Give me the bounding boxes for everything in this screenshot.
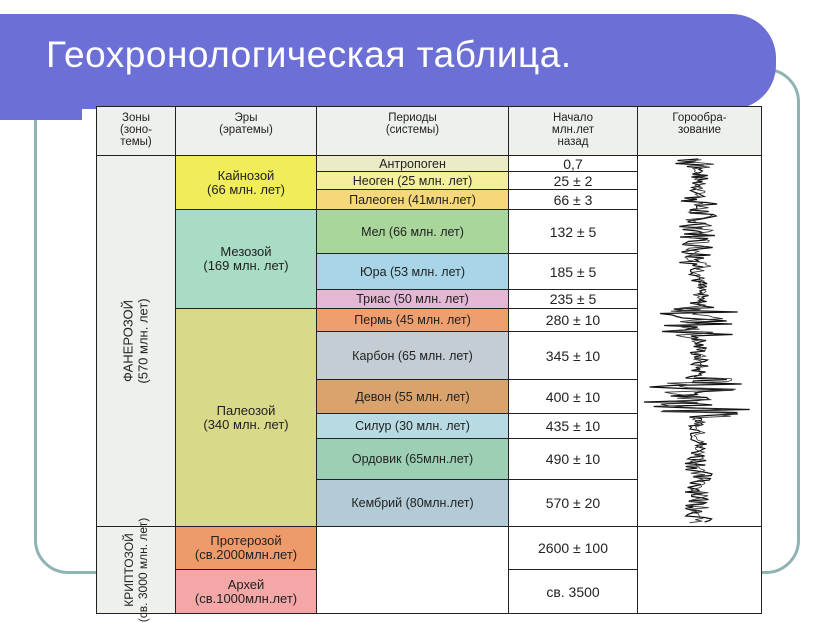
start-proterozoic: 2600 ± 100 <box>508 526 638 570</box>
header-start: Начало млн.лет назад <box>508 106 638 156</box>
start-ordovician: 490 ± 10 <box>508 438 638 480</box>
start-jurassic: 185 ± 5 <box>508 253 638 290</box>
period-permian: Пермь (45 млн. лет) <box>316 308 509 332</box>
header-orogeny: Горообра-зование <box>637 106 762 156</box>
period-silurian: Силур (30 млн. лет) <box>316 413 509 439</box>
era-cenozoic: Кайнозой (66 млн. лет) <box>175 155 317 210</box>
start-triassic: 235 ± 5 <box>508 289 638 309</box>
start-cretaceous: 132 ± 5 <box>508 209 638 254</box>
period-cambrian: Кембрий (80млн.лет) <box>316 479 509 527</box>
period-triassic: Триас (50 млн. лет) <box>316 289 509 309</box>
zone-phanerozoic: ФАНЕРОЗОЙ (570 млн. лет) <box>96 155 176 527</box>
header-zones: Зоны (зоно-темы) <box>96 106 176 156</box>
title-banner <box>0 14 776 109</box>
orogeny-seismogram-graphic <box>643 158 750 524</box>
zone-cryptozoic: КРИПТОЗОЙ (св. 3000 млн. лет) <box>96 518 176 622</box>
header-periods: Периоды (системы) <box>316 106 509 156</box>
start-carboniferous: 345 ± 10 <box>508 331 638 380</box>
start-anthropogene: 0,7 <box>508 155 638 172</box>
start-cambrian: 570 ± 20 <box>508 479 638 527</box>
start-archean: св. 3500 <box>508 569 638 614</box>
start-devonian: 400 ± 10 <box>508 379 638 414</box>
period-anthropogene: Антропоген <box>316 155 509 172</box>
banner-stripe <box>0 108 82 120</box>
start-permian: 280 ± 10 <box>508 308 638 332</box>
header-eras: Эры (эратемы) <box>175 106 317 156</box>
slide-title: Геохронологическая таблица. <box>46 34 572 75</box>
start-paleogene: 66 ± 3 <box>508 189 638 210</box>
era-archean: Архей (св.1000млн.лет) <box>175 569 317 614</box>
period-neogene: Неоген (25 млн. лет) <box>316 171 509 190</box>
start-neogene: 25 ± 2 <box>508 171 638 190</box>
period-paleogene: Палеоген (41млн.лет) <box>316 189 509 210</box>
period-devonian: Девон (55 млн. лет) <box>316 379 509 414</box>
start-silurian: 435 ± 10 <box>508 413 638 439</box>
period-cretaceous: Мел (66 млн. лет) <box>316 209 509 254</box>
era-mesozoic: Мезозой (169 млн. лет) <box>175 209 317 309</box>
period-jurassic: Юра (53 млн. лет) <box>316 253 509 290</box>
era-proterozoic: Протерозой (св.2000млн.лет) <box>175 526 317 570</box>
era-paleozoic: Палеозой (340 млн. лет) <box>175 308 317 527</box>
period-precambrian-blank <box>316 526 509 614</box>
geochronological-table: Зоны (зоно-темы) Эры (эратемы) Периоды (сис… <box>96 106 762 622</box>
orogeny-column <box>637 155 762 527</box>
orogeny-precambrian <box>637 526 762 614</box>
period-carboniferous: Карбон (65 млн. лет) <box>316 331 509 380</box>
period-ordovician: Ордовик (65млн.лет) <box>316 438 509 480</box>
